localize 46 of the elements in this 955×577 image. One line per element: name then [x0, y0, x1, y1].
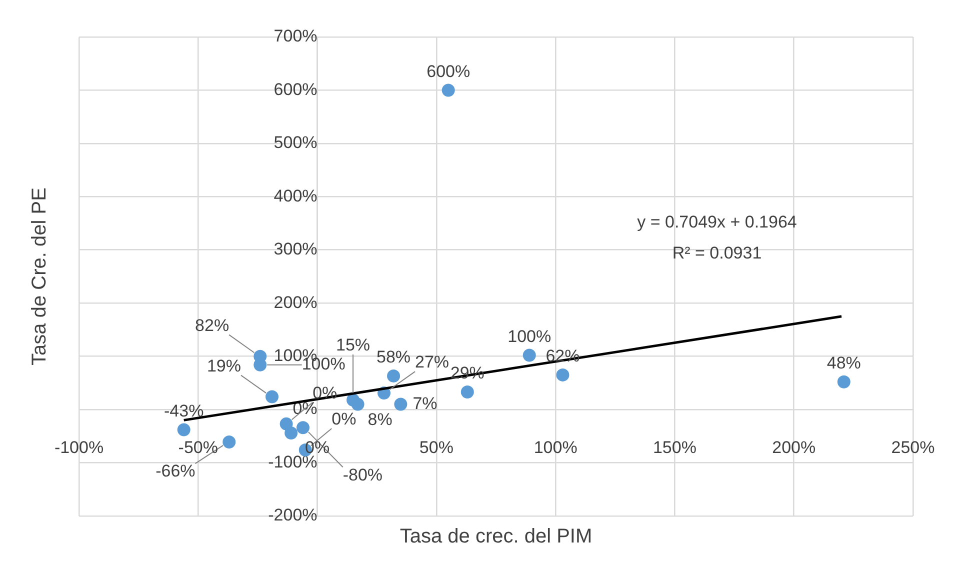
x-tick-label: 250% — [891, 438, 935, 458]
annotation: -66% — [156, 462, 196, 481]
y-tick-label: 600% — [274, 80, 318, 99]
annotation: 58% — [376, 348, 411, 367]
y-tick-label: 400% — [274, 186, 318, 206]
point — [460, 385, 474, 398]
annotation: 100% — [508, 326, 552, 346]
y-tick-label: 500% — [274, 133, 318, 152]
y-tick-label: 200% — [274, 292, 318, 312]
annotation: 19% — [206, 356, 241, 376]
point — [296, 421, 310, 434]
point — [394, 398, 408, 411]
annotation: 27% — [415, 352, 450, 372]
annotation: 15% — [336, 336, 370, 355]
y-tick-label: -200% — [268, 506, 318, 525]
point — [177, 423, 190, 436]
point — [351, 398, 364, 411]
point — [387, 370, 400, 383]
x-tick-label: 150% — [652, 438, 696, 458]
point — [284, 426, 298, 440]
annotation: 0% — [332, 410, 356, 429]
x-tick-label: 50% — [419, 438, 454, 458]
annotation: R² = 0.0931 — [672, 244, 762, 263]
point — [266, 390, 279, 404]
y-tick-label: -100% — [268, 452, 318, 472]
x-tick-label: -50% — [178, 438, 218, 458]
point — [222, 436, 236, 449]
annotation: 82% — [195, 316, 230, 336]
annotation: -43% — [164, 401, 204, 420]
y-tick-label: 700% — [274, 26, 318, 46]
x-tick-label: 100% — [534, 438, 578, 458]
annotation: 8% — [368, 410, 392, 429]
annotation: 7% — [412, 394, 438, 413]
x-tick-label: 200% — [772, 438, 816, 458]
point — [837, 375, 850, 388]
annotation: -80% — [342, 465, 383, 484]
y-axis-title: Tasa de Cre. del PE — [28, 188, 51, 366]
annotation: y = 0.7049x + 0.1964 — [637, 212, 797, 232]
y-tick-label: 300% — [274, 240, 318, 259]
x-tick-label: -100% — [54, 438, 104, 458]
x-axis-title: Tasa de crec. del PIM — [400, 526, 592, 548]
annotation: 600% — [426, 62, 470, 81]
point — [442, 84, 455, 97]
point — [556, 368, 570, 382]
annotation: 48% — [826, 354, 861, 373]
point — [522, 348, 536, 362]
